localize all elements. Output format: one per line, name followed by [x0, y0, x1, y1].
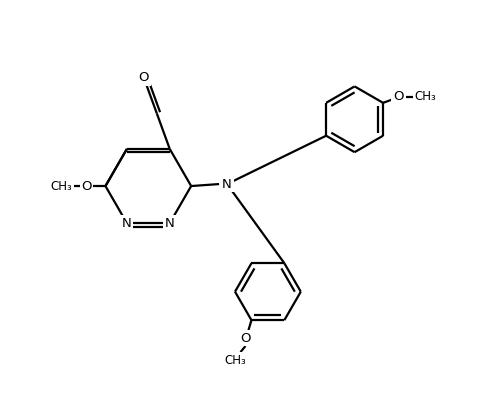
Text: N: N — [122, 217, 132, 229]
Text: O: O — [393, 90, 403, 103]
Text: O: O — [240, 332, 251, 345]
Text: CH₃: CH₃ — [225, 354, 246, 366]
Text: N: N — [222, 178, 232, 191]
Text: CH₃: CH₃ — [51, 179, 72, 193]
Text: N: N — [165, 217, 175, 229]
Text: O: O — [138, 71, 149, 84]
Text: O: O — [81, 179, 92, 193]
Text: CH₃: CH₃ — [414, 90, 436, 103]
